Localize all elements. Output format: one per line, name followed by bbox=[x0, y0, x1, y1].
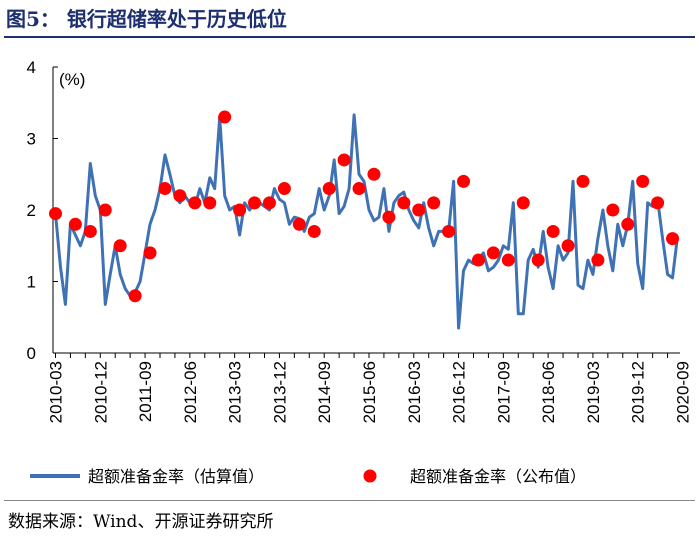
data-point-published bbox=[48, 207, 62, 221]
data-point-published bbox=[83, 224, 97, 238]
series-line-estimated bbox=[54, 113, 679, 330]
data-point-published bbox=[262, 196, 276, 210]
data-point-published bbox=[591, 253, 605, 267]
data-point-published bbox=[651, 196, 665, 210]
y-tick-label: 3 bbox=[27, 130, 36, 149]
x-tick-label: 2014-09 bbox=[315, 361, 334, 423]
data-point-published bbox=[188, 196, 202, 210]
data-point-published bbox=[98, 203, 112, 217]
data-point-published bbox=[516, 196, 530, 210]
source-note: 数据来源：Wind、开源证券研究所 bbox=[8, 512, 274, 532]
series-layer bbox=[48, 110, 680, 330]
data-point-published bbox=[337, 153, 351, 167]
data-point-published bbox=[457, 174, 471, 188]
chart: 0 1 2 3 4 2010-03 2010-12 2011-09 2012-06 2013-0… bbox=[27, 58, 693, 486]
data-point-published bbox=[546, 224, 560, 238]
data-point-published bbox=[531, 253, 545, 267]
x-tick-label: 2010-12 bbox=[91, 361, 110, 423]
data-point-published bbox=[382, 210, 396, 224]
x-tick-label: 2013-03 bbox=[226, 361, 245, 423]
data-point-published bbox=[277, 182, 291, 196]
data-point-published bbox=[158, 182, 172, 196]
figure-title: 图5： 银行超储率处于历史低位 bbox=[6, 7, 287, 31]
y-tick-label: 0 bbox=[27, 344, 36, 363]
x-tick-label: 2020-09 bbox=[673, 361, 692, 423]
data-point-published bbox=[442, 224, 456, 238]
x-tick-label: 2015-06 bbox=[360, 361, 379, 423]
data-point-published bbox=[292, 217, 306, 231]
x-tick-label: 2016-12 bbox=[450, 361, 469, 423]
data-point-published bbox=[486, 246, 500, 260]
source-divider bbox=[4, 500, 695, 501]
data-point-published bbox=[666, 232, 680, 246]
data-point-published bbox=[561, 239, 575, 253]
x-tick-label: 2013-12 bbox=[270, 361, 289, 423]
x-tick-label: 2016-03 bbox=[405, 361, 424, 423]
y-tick-label: 2 bbox=[27, 201, 36, 220]
data-point-published bbox=[173, 189, 187, 203]
data-point-published bbox=[636, 174, 650, 188]
data-point-published bbox=[128, 289, 142, 303]
y-axis-label: (%) bbox=[59, 70, 85, 89]
data-point-published bbox=[397, 196, 411, 210]
legend-label-published: 超额准备金率（公布值） bbox=[410, 467, 586, 486]
x-tick-label: 2012-06 bbox=[181, 361, 200, 423]
legend: 超额准备金率（估算值） 超额准备金率（公布值） bbox=[30, 467, 586, 486]
data-point-published bbox=[322, 182, 336, 196]
legend-label-estimated: 超额准备金率（估算值） bbox=[88, 467, 264, 486]
x-tick-label: 2017-09 bbox=[494, 361, 513, 423]
x-tick-label: 2010-03 bbox=[46, 361, 65, 423]
x-axis: 2010-03 2010-12 2011-09 2012-06 2013-03 2013-… bbox=[46, 352, 692, 423]
data-point-published bbox=[233, 203, 247, 217]
data-point-published bbox=[248, 196, 262, 210]
x-tick-label: 2011-09 bbox=[136, 361, 155, 422]
x-tick-label: 2018-06 bbox=[539, 361, 558, 423]
data-point-published bbox=[621, 217, 635, 231]
y-tick-label: 4 bbox=[27, 58, 36, 77]
data-point-published bbox=[307, 224, 321, 238]
data-point-published bbox=[501, 253, 515, 267]
x-tick-label: 2019-03 bbox=[584, 361, 603, 423]
legend-swatch-published bbox=[363, 469, 377, 483]
data-point-published bbox=[203, 196, 217, 210]
data-point-published bbox=[412, 203, 426, 217]
data-point-published bbox=[427, 196, 441, 210]
title-divider bbox=[4, 36, 695, 38]
data-point-published bbox=[143, 246, 157, 260]
x-tick-label: 2019-12 bbox=[629, 361, 648, 423]
data-point-published bbox=[606, 203, 620, 217]
data-point-published bbox=[352, 182, 366, 196]
data-point-published bbox=[576, 174, 590, 188]
data-point-published bbox=[113, 239, 127, 253]
data-point-published bbox=[68, 217, 82, 231]
data-point-published bbox=[218, 110, 232, 124]
y-tick-label: 1 bbox=[27, 273, 36, 292]
data-point-published bbox=[367, 167, 381, 181]
data-point-published bbox=[471, 253, 485, 267]
